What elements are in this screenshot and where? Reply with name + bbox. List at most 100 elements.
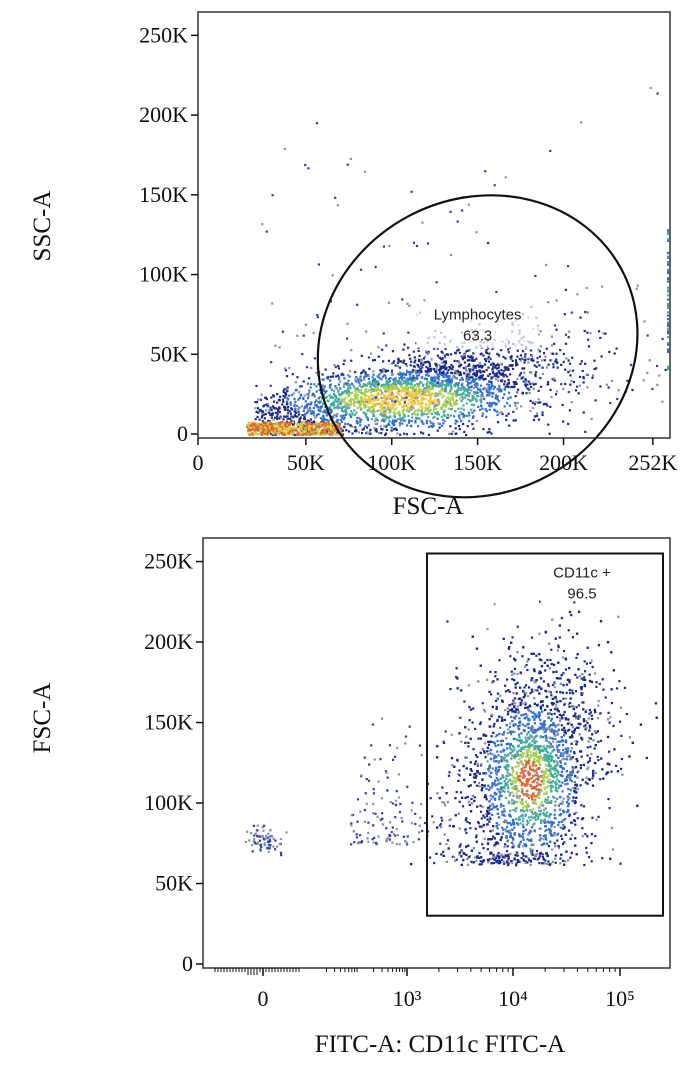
event-dot [445, 353, 449, 356]
event-dot [394, 364, 397, 367]
event-dot [366, 390, 369, 393]
event-dot [432, 408, 436, 411]
event-dot [260, 426, 263, 430]
event-dot [416, 393, 419, 396]
event-dot [380, 428, 383, 431]
event-dot [528, 388, 531, 391]
event-dot [423, 377, 427, 380]
event-dot [635, 287, 638, 290]
event-dot [426, 380, 429, 383]
event-dot [580, 121, 583, 124]
event-dot [379, 402, 382, 405]
event-dot [383, 420, 386, 423]
event-dot [466, 398, 470, 401]
event-dot [276, 401, 279, 404]
event-dot [471, 422, 474, 426]
event-dot [554, 360, 557, 363]
event-dot [356, 416, 359, 420]
event-dot [539, 330, 542, 333]
event-dot [403, 343, 406, 346]
event-dot [425, 377, 429, 381]
event-dot [287, 425, 290, 428]
event-dot [360, 418, 363, 421]
event-dot [467, 349, 470, 352]
event-dot [360, 378, 363, 382]
event-dot [312, 406, 315, 410]
event-dot [323, 392, 326, 396]
event-dot [352, 384, 355, 387]
event-dot [544, 834, 547, 837]
event-dot [383, 410, 386, 413]
event-dot [359, 396, 363, 399]
event-dot [303, 394, 306, 397]
event-dot [368, 398, 371, 402]
event-dot [369, 383, 372, 386]
event-dot [505, 861, 508, 864]
event-dot [397, 411, 400, 415]
event-dot [509, 364, 512, 367]
event-dot [431, 815, 434, 818]
event-dot [475, 231, 478, 234]
event-dot [259, 398, 263, 401]
event-dot [303, 415, 306, 418]
event-dot [529, 349, 533, 352]
event-dot [496, 692, 500, 695]
event-dot [506, 367, 509, 371]
event-dot [509, 355, 512, 359]
event-dot [288, 410, 291, 413]
event-dot [255, 384, 258, 388]
event-dot [426, 407, 430, 410]
event-dot [447, 402, 450, 405]
event-dot [387, 384, 390, 387]
event-dot [393, 397, 396, 400]
event-dot [490, 380, 493, 384]
event-dot [275, 417, 279, 421]
event-dot [344, 402, 347, 405]
event-dot [517, 388, 520, 391]
event-dot [493, 603, 496, 606]
event-dot [329, 428, 333, 431]
event-dot [461, 392, 464, 396]
event-dot [450, 353, 453, 356]
event-dot [415, 244, 419, 248]
event-dot [464, 818, 467, 822]
event-dot [427, 394, 430, 397]
event-dot [413, 401, 416, 404]
event-dot [547, 423, 550, 426]
event-dot [457, 360, 461, 363]
event-dot [262, 421, 265, 424]
event-dot [532, 748, 535, 751]
event-dot [527, 816, 531, 819]
event-dot [444, 374, 447, 377]
event-dot [580, 755, 583, 758]
event-dot [546, 801, 549, 804]
event-dot [468, 363, 471, 366]
event-dot [475, 399, 478, 402]
event-dot [286, 413, 289, 416]
event-dot [410, 381, 413, 384]
event-dot [323, 385, 326, 388]
event-dot [567, 359, 570, 362]
event-dot [446, 384, 450, 387]
lymphocytes-gate-name: Lymphocytes [434, 306, 522, 323]
event-dot [487, 383, 491, 386]
event-dot [518, 860, 521, 863]
event-dot [396, 432, 399, 435]
event-dot [414, 379, 417, 382]
event-dot [546, 383, 550, 386]
event-dot [445, 366, 448, 369]
event-dot [448, 391, 451, 394]
event-dot [283, 425, 286, 428]
event-dot [567, 336, 570, 339]
event-dot [272, 400, 276, 403]
event-dot [369, 428, 372, 431]
event-dot [430, 395, 433, 398]
event-dot [371, 376, 374, 379]
event-dot [579, 362, 582, 365]
event-dot [537, 815, 540, 818]
event-dot [593, 367, 596, 371]
event-dot [566, 422, 570, 426]
event-dot [306, 410, 309, 414]
event-dot [471, 794, 474, 797]
event-dot [620, 734, 623, 737]
